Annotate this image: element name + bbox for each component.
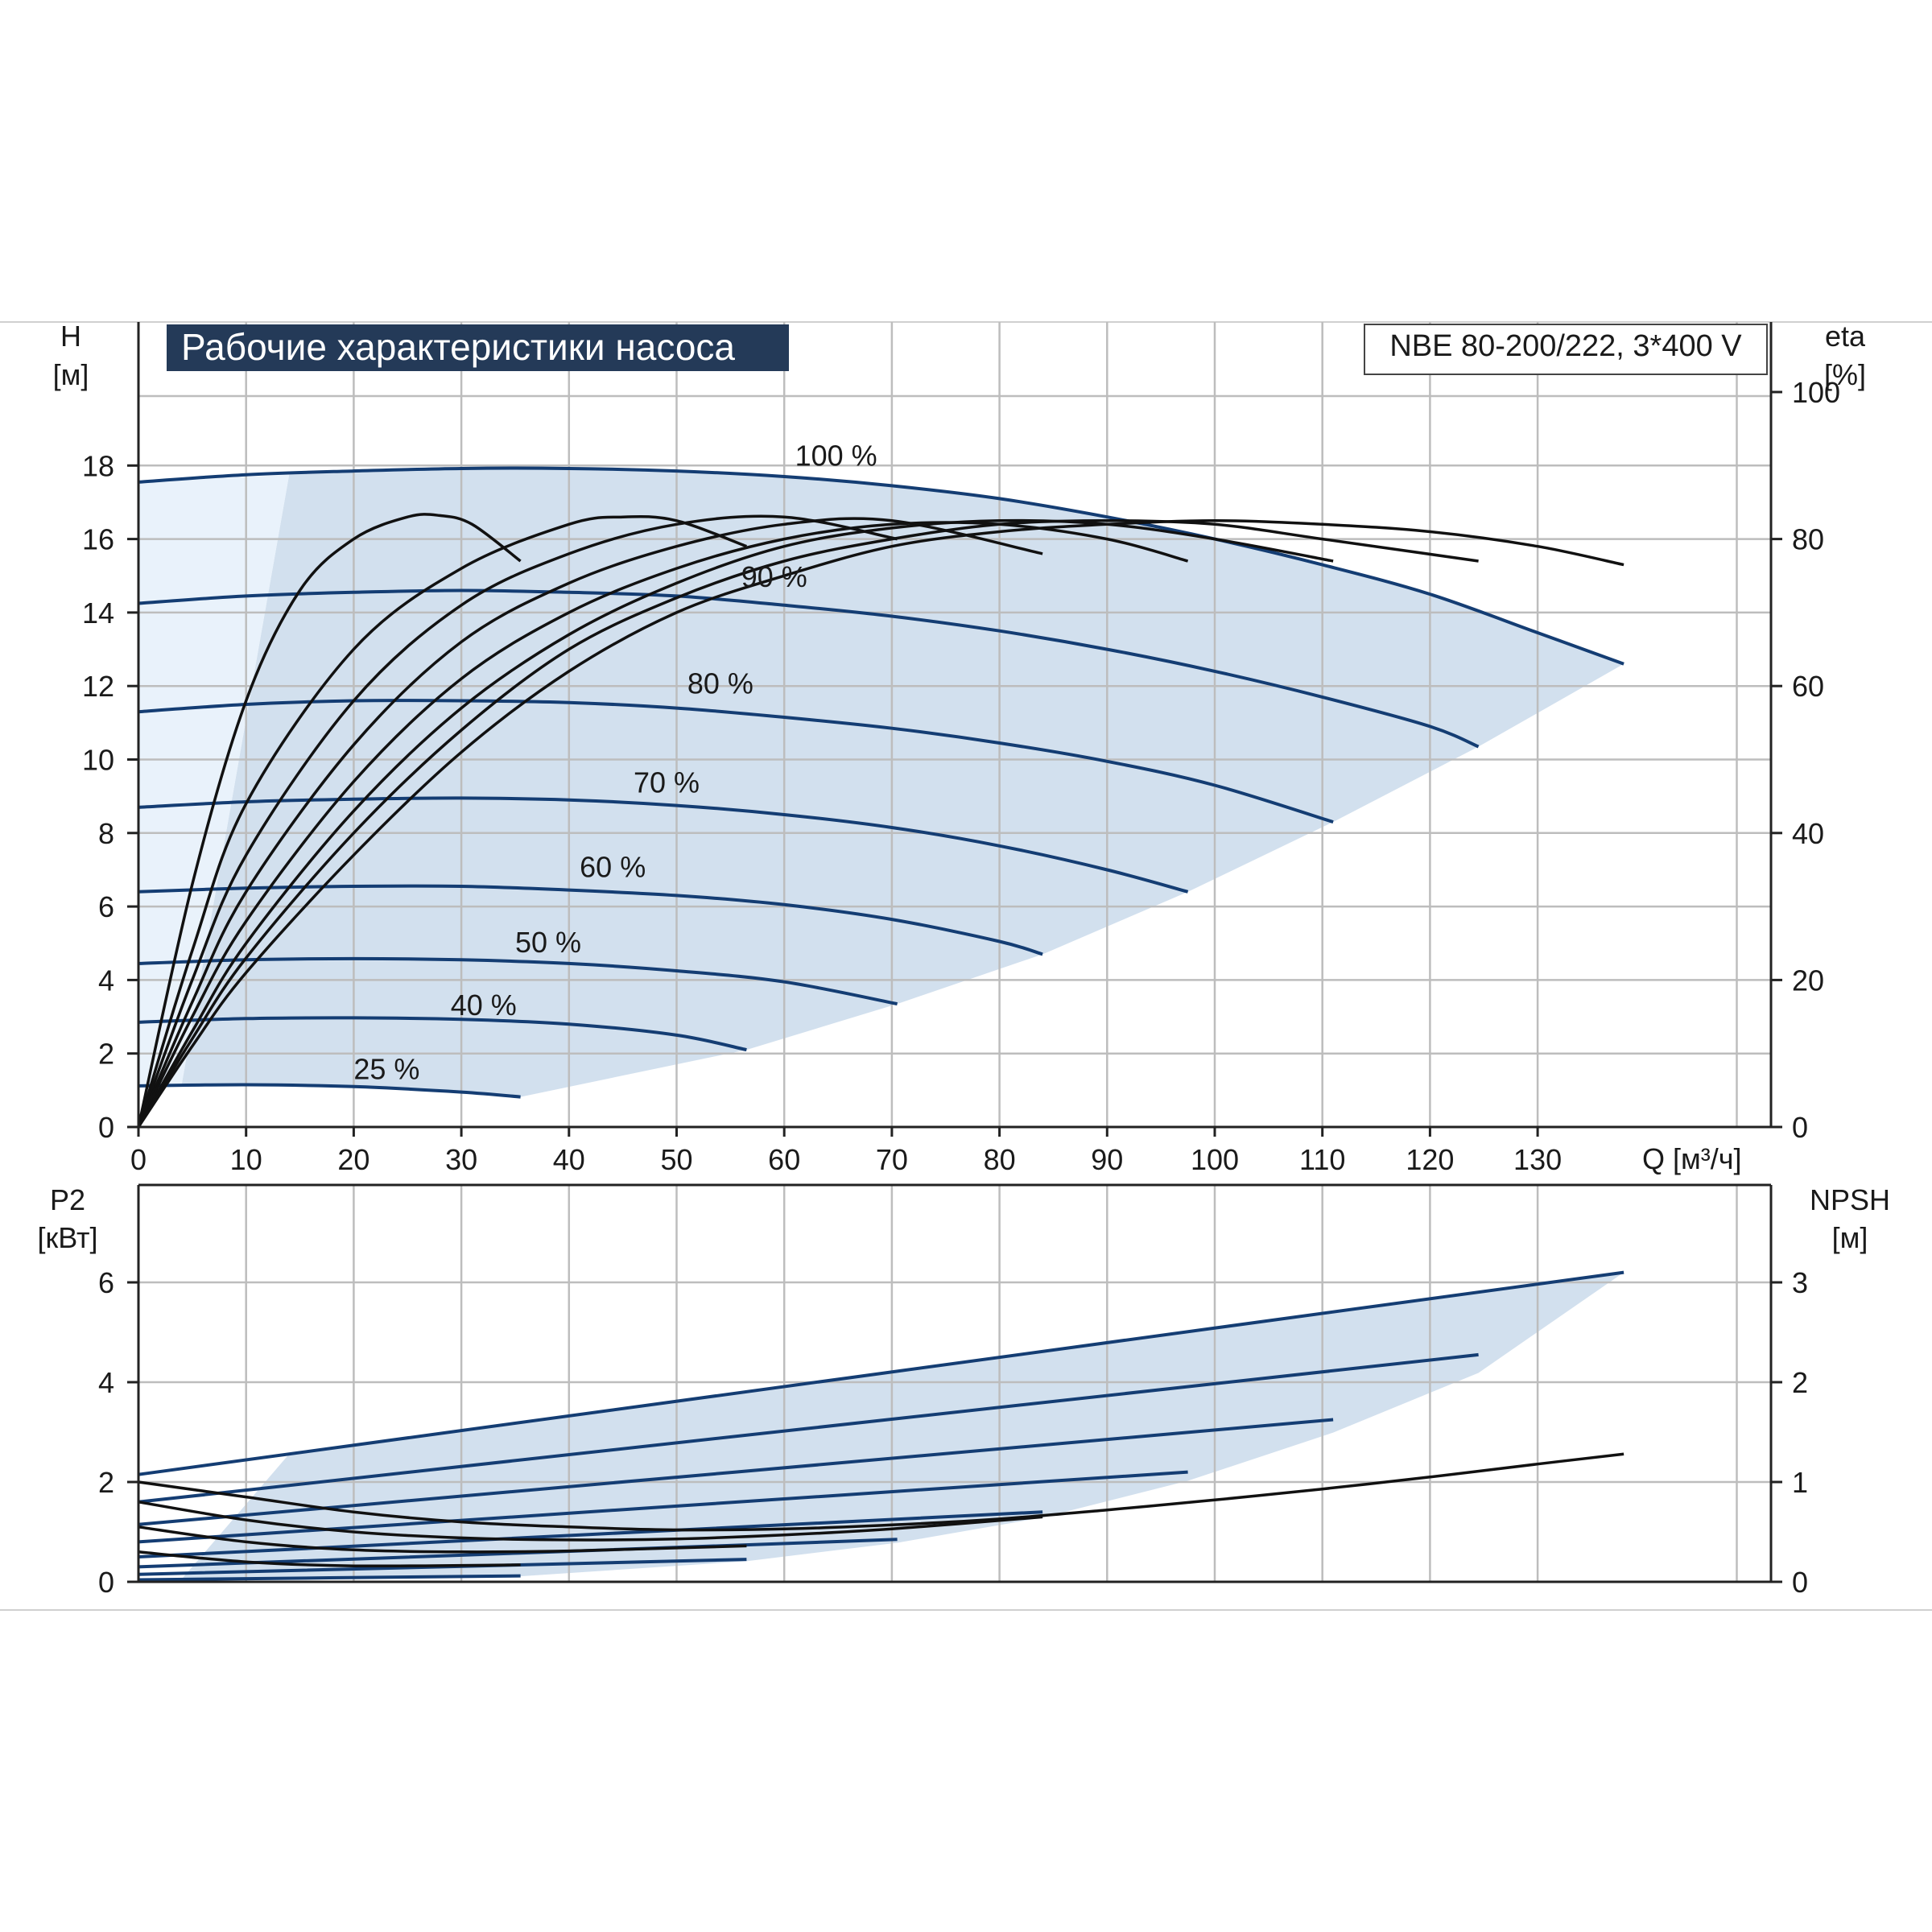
npsh-curve-2 xyxy=(138,1501,1043,1542)
head-curve-label: 100 % xyxy=(795,439,877,472)
min-flow-area-fill xyxy=(138,474,290,1086)
top-chart-grid xyxy=(138,322,1771,1127)
operating-area-fill xyxy=(181,468,1624,1097)
y-left-tick-label: 4 xyxy=(98,964,114,997)
power-curve-2 xyxy=(138,1352,1479,1504)
bottom-chart-axes: 0 2 4 6 0 1 2 3 xyxy=(98,1183,1808,1599)
power-curve-8 xyxy=(138,1574,521,1582)
x-tick-label: 70 xyxy=(876,1143,908,1176)
x-tick-label: 130 xyxy=(1513,1143,1562,1176)
power-curve-5 xyxy=(138,1510,1043,1558)
power-curve-3 xyxy=(138,1418,1334,1526)
top-chart-axes: 0 10 20 30 40 50 60 70 80 90 100 110 120 130024681012… xyxy=(82,322,1840,1176)
npsh-curve-1 xyxy=(138,1452,1624,1532)
p2-tick-label: 4 xyxy=(98,1366,114,1399)
efficiency-curve-1 xyxy=(137,513,522,1128)
y-left-tick-label: 18 xyxy=(82,449,114,482)
p2-title: P2 xyxy=(50,1183,85,1216)
head-curve-5 xyxy=(138,884,1043,956)
power-curve-6 xyxy=(138,1538,898,1569)
npsh-unit: [м] xyxy=(1832,1221,1868,1254)
npsh-curve-3 xyxy=(138,1525,747,1554)
y-left-tick-label: 14 xyxy=(82,597,114,630)
operating-range-area xyxy=(138,468,1624,1097)
x-tick-label: 90 xyxy=(1091,1143,1123,1176)
x-axis-title: Q [м³/ч] xyxy=(1642,1142,1742,1175)
efficiency-curve-8 xyxy=(137,519,1624,1128)
p2-tick-label: 6 xyxy=(98,1266,114,1299)
head-curve-label: 90 % xyxy=(741,560,807,593)
head-curve-2 xyxy=(138,588,1480,749)
x-tick-label: 50 xyxy=(660,1143,692,1176)
y-left-title: H xyxy=(60,320,81,353)
model-box xyxy=(1364,324,1768,375)
x-tick-label: 20 xyxy=(337,1143,369,1176)
npsh-curves xyxy=(138,1452,1624,1568)
head-curve-1 xyxy=(138,466,1624,666)
npsh-title: NPSH xyxy=(1810,1183,1890,1216)
head-curve-label: 70 % xyxy=(634,766,700,799)
y-left-unit: [м] xyxy=(53,358,89,391)
npsh-tick-label: 3 xyxy=(1792,1266,1808,1299)
chart-title: Рабочие характеристики насоса xyxy=(181,326,735,368)
efficiency-curves xyxy=(137,513,1624,1128)
x-tick-label: 40 xyxy=(553,1143,585,1176)
power-area-fill xyxy=(181,1272,1624,1579)
y-right-unit: [%] xyxy=(1824,358,1866,391)
y-left-tick-label: 6 xyxy=(98,890,114,923)
npsh-tick-label: 1 xyxy=(1792,1466,1808,1499)
bottom-chart-grid xyxy=(138,1185,1771,1582)
head-curve-label: 25 % xyxy=(353,1053,419,1086)
x-tick-label: 30 xyxy=(445,1143,477,1176)
y-left-tick-label: 8 xyxy=(98,817,114,850)
head-curve-label: 40 % xyxy=(451,989,517,1022)
y-right-tick-label: 80 xyxy=(1792,523,1824,556)
p2-tick-label: 2 xyxy=(98,1466,114,1499)
x-tick-label: 0 xyxy=(130,1143,147,1176)
model-label: NBE 80-200/222, 3*400 V xyxy=(1389,329,1742,363)
y-right-title: eta xyxy=(1825,320,1866,353)
y-left-tick-label: 12 xyxy=(82,670,114,703)
head-curve-label: 50 % xyxy=(515,926,581,959)
power-curve-4 xyxy=(138,1470,1188,1544)
npsh-curve-4 xyxy=(138,1550,521,1568)
x-tick-label: 80 xyxy=(984,1143,1016,1176)
y-right-tick-label: 100 xyxy=(1792,376,1840,409)
x-tick-label: 60 xyxy=(768,1143,800,1176)
head-curve-label: 60 % xyxy=(580,851,646,884)
power-range-area xyxy=(181,1272,1624,1579)
efficiency-curve-2 xyxy=(137,514,748,1128)
p2-unit: [кВт] xyxy=(37,1221,97,1254)
power-curve-1 xyxy=(138,1270,1624,1476)
efficiency-curve-3 xyxy=(137,514,898,1128)
p2-tick-label: 0 xyxy=(98,1566,114,1599)
efficiency-curve-7 xyxy=(137,519,1479,1128)
efficiency-curve-4 xyxy=(137,517,1043,1128)
y-left-tick-label: 2 xyxy=(98,1038,114,1071)
head-curve-4 xyxy=(138,796,1189,894)
npsh-tick-label: 0 xyxy=(1792,1566,1808,1599)
y-right-tick-label: 0 xyxy=(1792,1111,1808,1144)
x-tick-label: 100 xyxy=(1191,1143,1239,1176)
y-left-tick-label: 16 xyxy=(82,523,114,556)
x-tick-label: 110 xyxy=(1299,1143,1345,1176)
title-box xyxy=(167,324,789,371)
y-left-tick-label: 10 xyxy=(82,744,114,777)
y-left-tick-label: 0 xyxy=(98,1111,114,1144)
head-curve-label: 80 % xyxy=(687,667,753,700)
npsh-tick-label: 2 xyxy=(1792,1366,1808,1399)
head-curve-3 xyxy=(138,699,1334,824)
y-right-tick-label: 20 xyxy=(1792,964,1824,997)
head-curve-7 xyxy=(138,1016,747,1052)
head-curve-8 xyxy=(138,1083,521,1099)
y-right-tick-label: 60 xyxy=(1792,670,1824,703)
x-tick-label: 120 xyxy=(1406,1143,1454,1176)
head-curve-labels: 100 % 90 % 80 % 70 % 60 % 50 % 40 % 25 % xyxy=(353,439,877,1085)
y-right-tick-label: 40 xyxy=(1792,817,1824,850)
x-tick-label: 10 xyxy=(230,1143,262,1176)
